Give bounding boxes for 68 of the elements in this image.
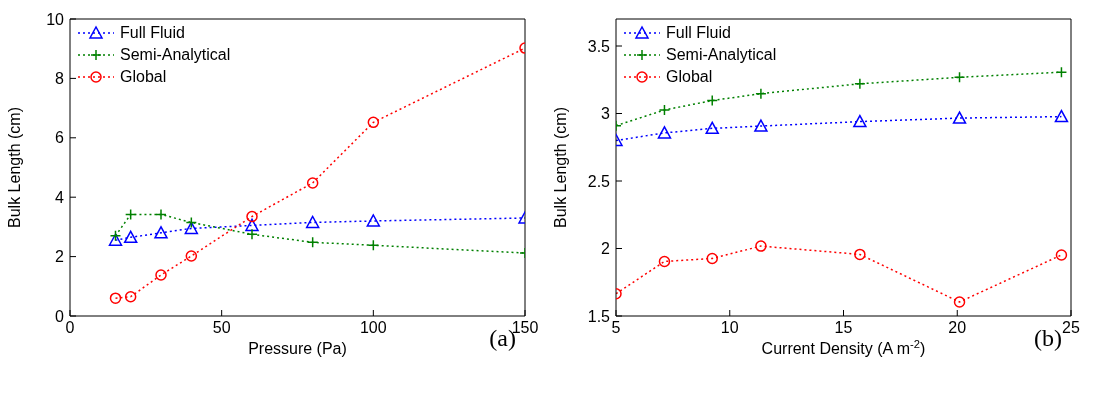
point bbox=[1054, 109, 1069, 123]
legend-label: Full Fluid bbox=[666, 23, 731, 43]
x-tick-label: 10 bbox=[720, 319, 739, 337]
point bbox=[124, 290, 137, 303]
point bbox=[854, 78, 866, 90]
y-axis-title: Bulk Length (cm) bbox=[551, 107, 569, 228]
point bbox=[853, 114, 867, 128]
point bbox=[953, 71, 966, 84]
point bbox=[245, 218, 259, 232]
point bbox=[246, 210, 258, 223]
point bbox=[109, 292, 122, 304]
x-tick-label: 5 bbox=[611, 319, 621, 337]
x-tick-label: 100 bbox=[359, 319, 387, 337]
y-tick-label: 3 bbox=[601, 105, 611, 123]
point bbox=[185, 250, 198, 262]
point bbox=[952, 111, 967, 124]
legend-label: Global bbox=[120, 67, 167, 87]
legend-label: Semi-Analytical bbox=[120, 45, 231, 65]
point bbox=[184, 221, 199, 235]
y-tick-label: 10 bbox=[46, 10, 65, 28]
point bbox=[155, 208, 167, 221]
y-tick-label: 3.5 bbox=[587, 37, 611, 55]
point bbox=[367, 116, 380, 129]
point bbox=[1055, 66, 1068, 78]
point bbox=[755, 87, 767, 100]
legend-label: Semi-Analytical bbox=[666, 45, 777, 65]
point bbox=[124, 208, 137, 221]
point bbox=[657, 126, 672, 139]
point bbox=[705, 121, 719, 135]
y-tick-label: 8 bbox=[55, 70, 65, 88]
point bbox=[854, 248, 866, 261]
point bbox=[108, 233, 123, 247]
y-tick-label: 2.5 bbox=[587, 172, 611, 190]
point bbox=[706, 94, 718, 107]
point bbox=[306, 236, 319, 249]
x-tick-label: 50 bbox=[212, 319, 231, 337]
point bbox=[155, 269, 167, 281]
point bbox=[658, 255, 671, 268]
point bbox=[109, 230, 122, 242]
x-axis-title: Pressure (Pa) bbox=[248, 340, 347, 357]
point bbox=[367, 239, 380, 252]
x-tick-label: 25 bbox=[1062, 319, 1080, 337]
point bbox=[366, 214, 381, 227]
point bbox=[123, 230, 138, 244]
point bbox=[1055, 249, 1068, 261]
point bbox=[246, 228, 258, 241]
point bbox=[305, 215, 320, 229]
y-tick-label: 0 bbox=[55, 307, 65, 325]
y-tick-label: 2 bbox=[55, 248, 65, 266]
text: (b) bbox=[1034, 325, 1062, 352]
point bbox=[755, 240, 767, 252]
x-axis-title: Current Density (A m$^{-2}$) bbox=[761, 338, 926, 357]
point bbox=[658, 104, 671, 116]
y-axis-title: Bulk Length (cm) bbox=[5, 107, 23, 228]
y-tick-label: 4 bbox=[55, 188, 65, 206]
point bbox=[154, 226, 168, 239]
point bbox=[306, 177, 319, 189]
point bbox=[706, 252, 718, 265]
y-tick-label: 6 bbox=[55, 129, 65, 147]
point bbox=[185, 216, 198, 229]
x-tick-label: 15 bbox=[834, 319, 853, 337]
y-tick-label: 2 bbox=[601, 240, 611, 258]
point bbox=[754, 119, 768, 132]
point bbox=[953, 296, 966, 308]
legend-label: Full Fluid bbox=[120, 23, 185, 43]
x-tick-label: 20 bbox=[948, 319, 967, 337]
y-tick-label: 1.5 bbox=[587, 307, 611, 325]
legend-label: Global bbox=[666, 67, 713, 87]
